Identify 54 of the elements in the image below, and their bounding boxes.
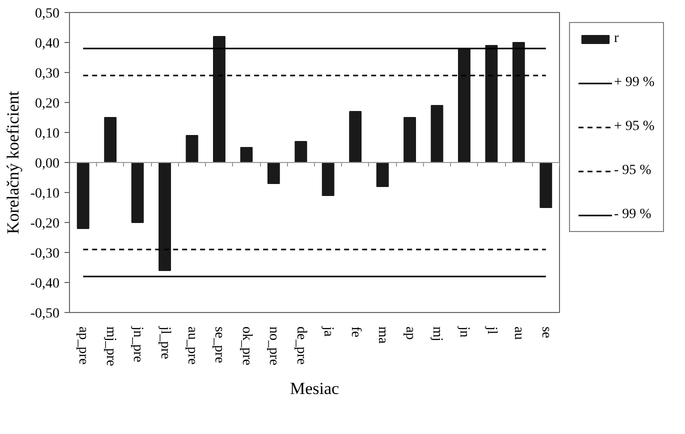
- y-tick-label: 0,00: [35, 156, 60, 172]
- x-tick-label: ma: [375, 326, 390, 344]
- x-tick-label: jl_pre: [157, 326, 172, 360]
- x-tick-label: ap: [402, 326, 418, 340]
- bar: [240, 147, 253, 163]
- x-tick-label: fe: [348, 326, 363, 338]
- bar: [158, 162, 171, 271]
- y-axis-title: Korelačný koeficient: [3, 90, 22, 234]
- x-tick-label: mj: [430, 326, 444, 342]
- bar: [186, 135, 198, 163]
- x-tick-label: au: [511, 326, 526, 340]
- bar: [76, 162, 90, 229]
- y-tick-label: -0,20: [30, 216, 60, 232]
- legend-label: r: [614, 31, 620, 47]
- legend-label: - 99 %: [614, 207, 652, 223]
- x-tick-label: de_pre: [293, 326, 308, 365]
- x-tick-label: ok_pre: [238, 326, 254, 366]
- y-tick-label: 0,30: [35, 66, 60, 82]
- bar: [131, 162, 144, 223]
- x-tick-label: jn_pre: [130, 326, 146, 362]
- x-axis-title: Mesiac: [290, 379, 340, 398]
- bar: [213, 36, 226, 163]
- x-tick-label: jn: [456, 326, 472, 338]
- legend-label: + 99 %: [614, 75, 655, 91]
- bar: [404, 117, 416, 163]
- x-tick-label: au_pre: [184, 326, 200, 365]
- bar: [104, 117, 117, 163]
- x-tick-label: mj_pre: [102, 326, 118, 366]
- bar: [540, 162, 552, 208]
- bar: [430, 105, 444, 163]
- x-tick-label: ap_pre: [76, 326, 91, 365]
- bar: [267, 162, 280, 184]
- x-tick-label: jl: [484, 326, 499, 334]
- bar: [349, 111, 362, 163]
- bar: [376, 162, 389, 187]
- y-tick-label: -0,40: [30, 276, 60, 292]
- x-tick-label: no_pre: [266, 326, 282, 366]
- y-tick-label: 0,20: [35, 96, 60, 112]
- bar: [458, 48, 470, 163]
- y-tick-label: 0,50: [35, 6, 60, 22]
- legend-label: + 95 %: [614, 119, 655, 135]
- legend-label: - 95 %: [614, 163, 652, 179]
- bar: [512, 42, 525, 163]
- x-tick-label: se: [538, 326, 554, 338]
- y-tick-label: -0,10: [30, 186, 60, 202]
- x-tick-label: ja: [320, 326, 336, 338]
- bar: [485, 45, 498, 163]
- y-tick-label: -0,30: [30, 246, 60, 262]
- bar: [322, 162, 334, 196]
- x-tick-label: se_pre: [212, 326, 227, 364]
- y-tick-label: -0,50: [30, 306, 60, 322]
- y-tick-label: 0,40: [35, 36, 60, 52]
- bar: [294, 141, 308, 163]
- y-tick-label: 0,10: [35, 126, 60, 142]
